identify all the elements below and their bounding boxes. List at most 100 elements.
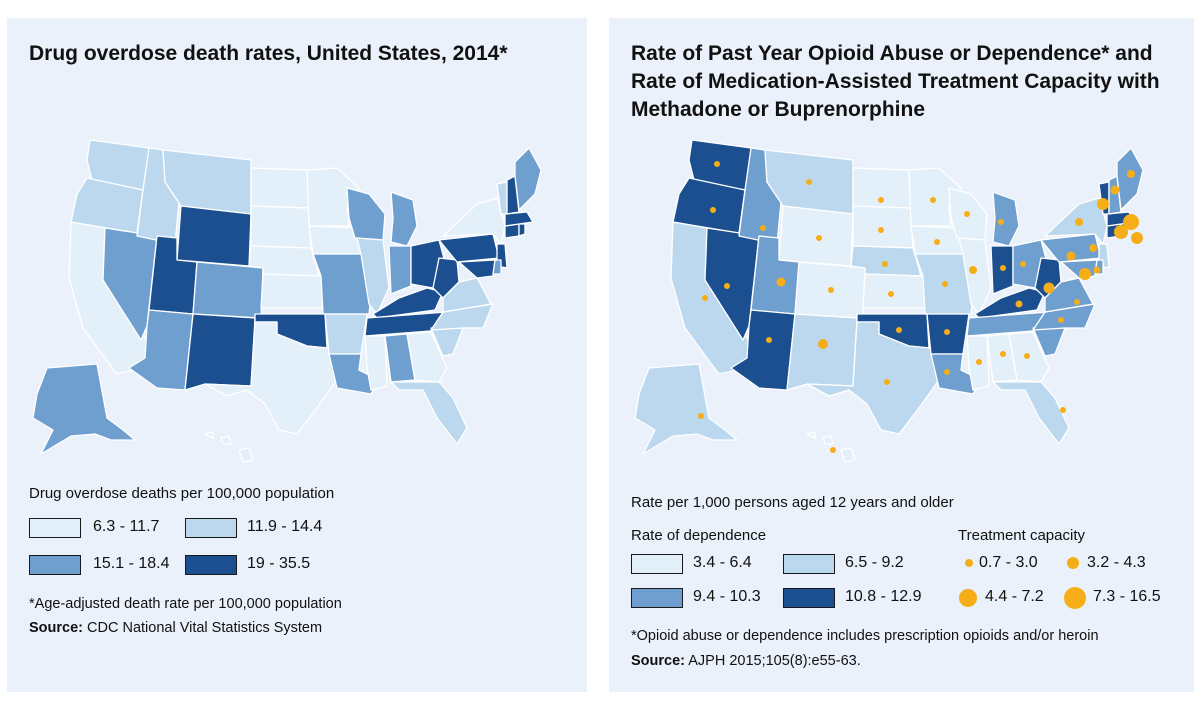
legend-label-level-4: 19 - 35.5 (247, 555, 311, 572)
legend-label-level-2: 11.9 - 14.4 (247, 518, 323, 535)
capacity-legend-heading: Treatment capacity (958, 527, 1085, 544)
state-wyoming (778, 205, 854, 267)
capacity-dot (710, 207, 716, 213)
state-new-mexico (184, 313, 256, 391)
capacity-dot (1020, 261, 1026, 267)
treatment-capacity-dots (698, 161, 1143, 453)
legend-label-level-3: 15.1 - 18.4 (93, 555, 170, 572)
capacity-dot (1024, 353, 1030, 359)
capacity-dot (714, 161, 720, 167)
capacity-dot (942, 281, 948, 287)
capacity-dot (930, 197, 936, 203)
capacity-dot (1093, 266, 1101, 274)
right-source: Source: AJPH 2015;105(8):e55-63. (631, 653, 861, 669)
capacity-dot (976, 359, 982, 365)
capacity-dot (1079, 268, 1091, 280)
dependence-swatch-level-2 (783, 554, 835, 574)
capacity-dot (1097, 198, 1109, 210)
capacity-dot (998, 219, 1004, 225)
state-wyoming (176, 205, 252, 267)
state-virginia (1044, 277, 1094, 313)
capacity-dot (1058, 317, 1064, 323)
capacity-dot (934, 239, 940, 245)
capacity-dot (944, 329, 950, 335)
state-virginia (442, 277, 492, 313)
state-michigan (992, 191, 1020, 247)
capacity-dot (1127, 170, 1135, 178)
state-maryland (1060, 259, 1098, 279)
capacity-dot (766, 337, 772, 343)
right-source-label: Source: (631, 653, 685, 669)
dependence-label-level-4: 10.8 - 12.9 (845, 588, 922, 605)
dependence-legend-heading: Rate of dependence (631, 527, 767, 544)
capacity-dot (698, 413, 704, 419)
capacity-dot (878, 197, 884, 203)
right-footnote: *Opioid abuse or dependence includes pre… (631, 628, 1099, 644)
state-rhode-island (518, 223, 526, 237)
opioid-dependence-map (634, 139, 1144, 463)
state-texas (806, 321, 940, 435)
left-source-text: CDC National Vital Statistics System (87, 620, 323, 636)
overdose-death-map (32, 139, 542, 463)
capacity-dot (816, 235, 822, 241)
dependence-swatch-level-3 (631, 588, 683, 608)
legend-swatch-level-1 (29, 518, 81, 538)
state-colorado (192, 261, 264, 319)
state-alaska (634, 363, 738, 455)
state-wisconsin (346, 187, 386, 241)
state-michigan (390, 191, 418, 247)
left-map-panel: Drug overdose death rates, United States… (7, 18, 587, 692)
legend-swatch-level-3 (29, 555, 81, 575)
capacity-dot (702, 295, 708, 301)
capacity-dot (1089, 244, 1097, 252)
capacity-dot (1015, 300, 1023, 308)
capacity-dot-size-2 (1067, 557, 1079, 569)
state-texas (204, 321, 338, 435)
dependence-swatch-level-4 (783, 588, 835, 608)
state-maine (1116, 147, 1144, 211)
left-map-title: Drug overdose death rates, United States… (29, 42, 508, 65)
capacity-dot (882, 261, 888, 267)
capacity-dot (1110, 185, 1120, 195)
state-kansas (260, 273, 324, 309)
state-hawaii (806, 431, 856, 463)
state-pennsylvania (438, 233, 500, 263)
capacity-dot-size-1 (965, 559, 973, 567)
capacity-label-size-4: 7.3 - 16.5 (1093, 588, 1161, 605)
capacity-dot (1060, 407, 1066, 413)
capacity-dot (828, 287, 834, 293)
state-new-mexico (786, 313, 858, 391)
capacity-label-size-1: 0.7 - 3.0 (979, 554, 1038, 571)
state-arkansas (324, 313, 368, 355)
capacity-dot (818, 339, 828, 349)
state-south-dakota (852, 205, 914, 249)
left-source: Source: CDC National Vital Statistics Sy… (29, 620, 322, 636)
legend-swatch-level-2 (185, 518, 237, 538)
capacity-dot (1000, 265, 1006, 271)
capacity-dot (1043, 282, 1055, 294)
capacity-dot (964, 211, 970, 217)
state-florida (992, 381, 1070, 445)
capacity-dot (896, 327, 902, 333)
capacity-dot (1123, 214, 1139, 230)
state-south-dakota (250, 205, 312, 249)
state-kansas (862, 273, 926, 309)
capacity-dot (884, 379, 890, 385)
capacity-dot (1066, 251, 1076, 261)
capacity-dot (760, 225, 766, 231)
dependence-label-level-1: 3.4 - 6.4 (693, 554, 752, 571)
state-maine (514, 147, 542, 211)
left-legend-heading: Drug overdose deaths per 100,000 populat… (29, 485, 335, 502)
state-alaska (32, 363, 136, 455)
right-map-panel: Rate of Past Year Opioid Abuse or Depend… (609, 18, 1194, 692)
right-map-title: Rate of Past Year Opioid Abuse or Depend… (631, 42, 1160, 121)
capacity-dot (1074, 299, 1080, 305)
state-delaware (492, 259, 502, 275)
capacity-label-size-3: 4.4 - 7.2 (985, 588, 1044, 605)
capacity-dot-size-3 (959, 589, 977, 607)
capacity-dot (944, 369, 950, 375)
left-source-label: Source: (29, 620, 83, 636)
capacity-dot (830, 447, 836, 453)
state-massachusetts (504, 211, 534, 227)
capacity-dot (888, 291, 894, 297)
